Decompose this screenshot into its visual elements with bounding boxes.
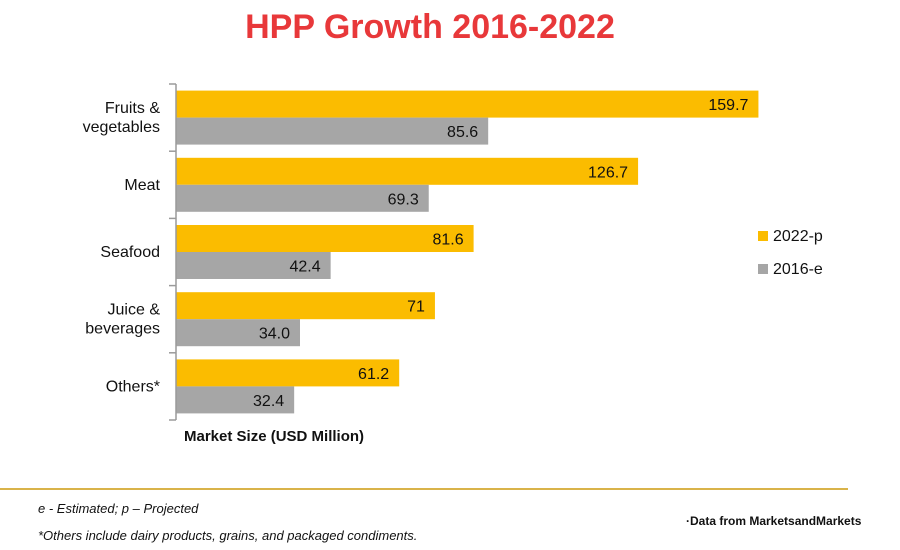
data-label: 42.4 [289, 259, 320, 276]
legend-label: 2022-p [773, 228, 823, 245]
bar-2022-p [176, 359, 400, 387]
legend-swatch-2016-e [758, 264, 768, 274]
bar-2022-p [176, 90, 759, 118]
legend: 2022-p 2016-e [758, 228, 823, 278]
category-label: Seafood [100, 244, 160, 261]
footnote-others: *Others include dairy products, grains, … [38, 528, 418, 543]
legend-label: 2016-e [773, 261, 823, 278]
x-axis-title: Market Size (USD Million) [184, 428, 364, 445]
data-label: 81.6 [432, 232, 463, 249]
data-label: 32.4 [253, 393, 284, 410]
category-label: Meat [124, 177, 160, 194]
data-label: 34.0 [259, 326, 290, 343]
y-axis-ticks [169, 83, 176, 421]
data-label: 85.6 [447, 124, 478, 141]
bar-2016-e [176, 319, 300, 347]
bar-chart: 159.7 85.6 Fruits & vegetables 126.7 69.3 Meat… [83, 83, 823, 445]
legend-swatch-2022-p [758, 231, 768, 241]
data-label: 159.7 [708, 97, 748, 114]
category-label: Juice & beverages [85, 302, 160, 338]
category-label: Others* [106, 378, 160, 395]
category-label: Fruits & vegetables [83, 100, 161, 136]
bar-2022-p [176, 225, 474, 252]
bar-2022-p [176, 157, 639, 185]
chart-title: HPP Growth 2016-2022 [245, 8, 615, 46]
data-label: 71 [407, 299, 425, 316]
footer-divider [0, 488, 848, 490]
bars-layer [176, 90, 759, 414]
data-label: 61.2 [358, 366, 389, 383]
data-label: 126.7 [588, 164, 628, 181]
bar-2022-p [176, 292, 435, 320]
data-label: 69.3 [388, 191, 419, 208]
bar-2016-e [176, 252, 331, 279]
labels-layer: 159.7 85.6 Fruits & vegetables 126.7 69.3 Meat… [83, 97, 749, 410]
data-source: ·Data from MarketsandMarkets [686, 514, 862, 528]
bar-2016-e [176, 117, 489, 145]
bar-2016-e [176, 184, 429, 212]
footnote-estimated-projected: e - Estimated; p – Projected [38, 501, 199, 516]
bar-2016-e [176, 386, 295, 414]
